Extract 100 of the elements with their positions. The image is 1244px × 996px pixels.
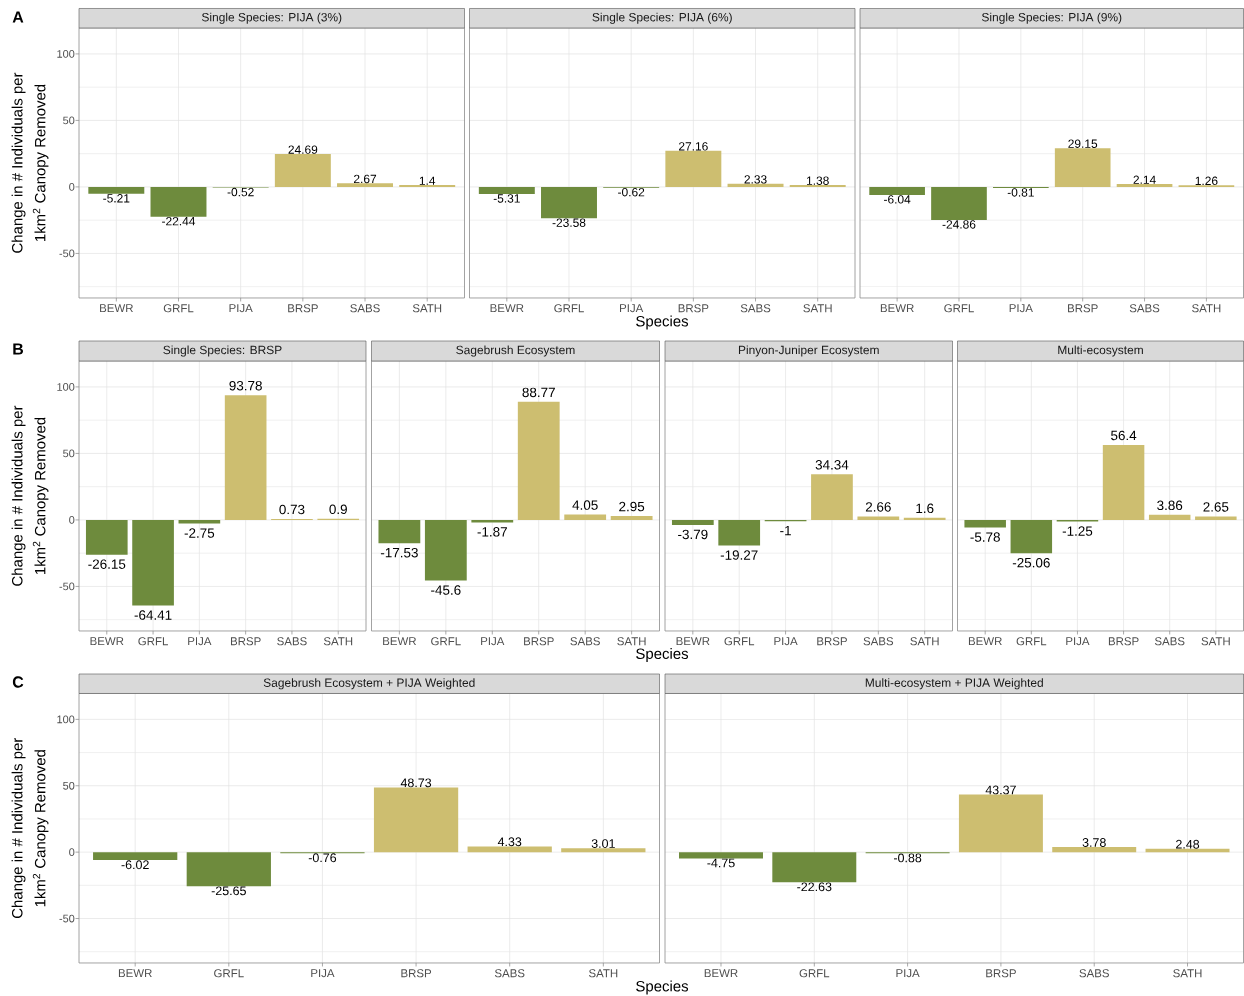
y-tick-label: 0 [69,516,75,524]
x-tick-label: SABS [740,304,771,313]
bar [150,186,207,217]
bar [337,183,393,187]
bar [1148,514,1191,520]
data-label: 2.33 [744,175,767,184]
text: A [12,11,24,23]
data-label: 3.86 [1157,500,1183,511]
y-tick-label: -50 [59,914,75,923]
data-label: 2.95 [619,501,645,512]
y-tick-label: -50 [59,582,75,591]
x-tick-label: BEWR [118,969,152,978]
y-tick-label: 50 [63,116,75,125]
bar [869,186,925,195]
data-label: -22.44 [162,216,196,226]
x-tick-label: BRSP [1108,637,1139,646]
chart-title: Single Species: PIJA (3%) [201,12,342,24]
data-label: 2.14 [1133,175,1156,184]
data-label: -4.75 [707,858,735,868]
data-label: 3.01 [591,839,615,848]
x-tick-label: PIJA [188,637,212,646]
data-label: -19.27 [720,550,758,560]
data-label: -25.65 [211,886,246,896]
bar [671,519,714,525]
data-label: -6.04 [884,195,911,204]
x-tick-label: PIJA [481,637,505,646]
data-label: -26.15 [88,559,126,569]
data-label: 3.78 [1082,838,1106,847]
bar [772,852,857,883]
chart-title: Pinyon-Juniper Ecosystem [738,345,879,357]
x-tick-label: SABS [494,969,525,978]
x-tick-label: SATH [1192,304,1221,313]
data-label: -1 [780,525,791,536]
data-label: 2.66 [865,502,891,512]
data-label: -0.76 [308,853,337,863]
chart-title: Sagebrush Ecosystem + PIJA Weighted [263,678,475,690]
bar [964,519,1006,528]
data-label: -0.81 [1007,188,1034,197]
bar [178,519,221,524]
bar [958,794,1043,853]
bar [1052,847,1137,853]
x-tick-label: SABS [570,637,600,646]
data-label: 2.67 [353,174,377,184]
bar [1195,516,1237,520]
text: C [12,676,24,688]
x-tick-label: SATH [412,304,442,313]
x-tick-label: BRSP [524,637,554,646]
data-label: -1.25 [1062,526,1093,536]
data-label: 4.33 [497,837,522,847]
data-label: -25.06 [1012,557,1050,568]
bar [467,846,552,853]
bar [88,186,145,194]
bar [1102,444,1145,520]
x-tick-label: GRFL [214,969,244,978]
bar [718,519,761,546]
x-tick-label: BEWR [383,637,417,646]
data-label: -6.02 [121,860,149,870]
data-label: 1.38 [806,176,829,185]
x-axis-title: Species [636,315,689,330]
data-label: 1.26 [1195,176,1218,186]
data-label: -24.86 [942,220,976,229]
chart-title: Single Species: PIJA (6%) [592,12,732,24]
x-tick-label: SATH [1201,637,1230,646]
bar [85,519,128,555]
data-label: -1.87 [477,527,507,537]
data-label: 0.73 [279,504,305,515]
bar [224,395,267,520]
x-tick-label: GRFL [163,304,194,313]
data-label: 1.6 [916,503,934,514]
bar [478,186,535,194]
data-label: -3.79 [678,529,708,540]
chart-title: Single Species: BRSP [163,345,282,357]
data-label: -23.58 [552,218,586,227]
text: B [13,343,24,355]
x-axis-title: Species [636,648,689,662]
data-label: 56.4 [1111,430,1137,441]
x-tick-label: SATH [617,637,646,646]
bar [274,154,331,187]
x-tick-label: PIJA [1066,637,1090,646]
bar [1010,519,1053,554]
bar [378,519,421,544]
data-label: 29.15 [1068,139,1098,148]
x-tick-label: SABS [1154,637,1185,646]
bar [610,516,653,520]
x-tick-label: SATH [323,637,353,646]
x-tick-label: BRSP [1068,304,1098,313]
y-tick-label: 0 [69,183,75,191]
x-tick-label: SABS [1129,304,1160,313]
y-tick-label: 50 [63,781,75,790]
bar [903,517,946,520]
x-tick-label: SATH [910,637,939,646]
x-tick-label: GRFL [724,637,755,646]
x-tick-label: BEWR [90,637,124,646]
y-tick-label: 100 [57,383,75,391]
data-label: -17.53 [380,547,418,558]
bar [132,519,174,606]
x-tick-label: GRFL [554,304,584,313]
data-label: 27.16 [678,142,708,151]
y-tick-label: 0 [69,848,75,857]
x-tick-label: BRSP [401,969,432,978]
